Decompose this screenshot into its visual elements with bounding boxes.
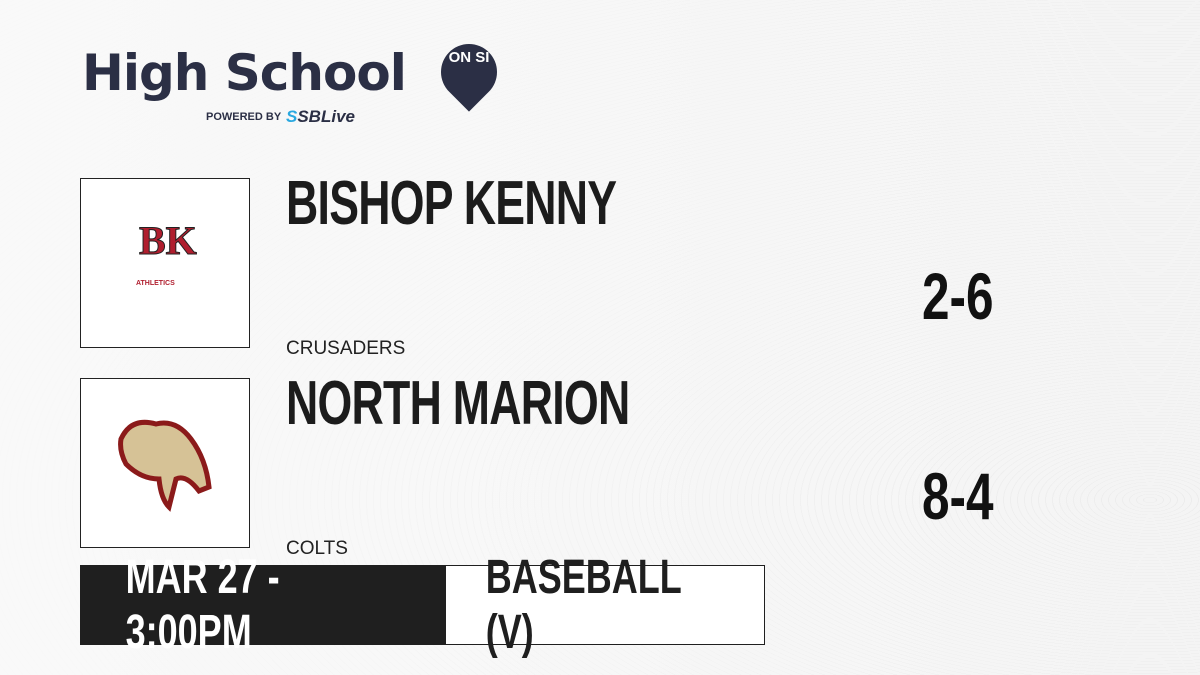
- game-sport: BASEBALL (V): [445, 551, 765, 659]
- team-logo-away: [80, 378, 250, 548]
- game-datetime: MAR 27 - 3:00PM: [80, 551, 445, 659]
- partner-logo: SSBLive: [286, 107, 355, 126]
- team-name-home: BISHOP KENNY: [286, 169, 617, 238]
- colt-logo-icon: [118, 419, 212, 512]
- brand-badge: ON SI: [448, 49, 490, 66]
- team-logo-home: BK ATHLETICS: [80, 178, 250, 348]
- team-name-away: NORTH MARION: [286, 369, 630, 438]
- game-sport-text: BASEBALL (V): [485, 551, 682, 659]
- powered-by: POWERED BY: [206, 111, 282, 123]
- team-mascot-home: CRUSADERS: [286, 338, 406, 359]
- team-record-away: 8-4: [922, 459, 994, 533]
- game-datetime-text: MAR 27 - 3:00PM: [125, 551, 280, 659]
- partner-name: SBLive: [297, 107, 355, 126]
- team-mascot-away: COLTS: [286, 538, 348, 559]
- bk-logo: BK: [139, 218, 198, 263]
- team-record-home: 2-6: [922, 259, 994, 333]
- bk-logo-subtext: ATHLETICS: [136, 280, 175, 287]
- brand-title: High School: [82, 44, 407, 102]
